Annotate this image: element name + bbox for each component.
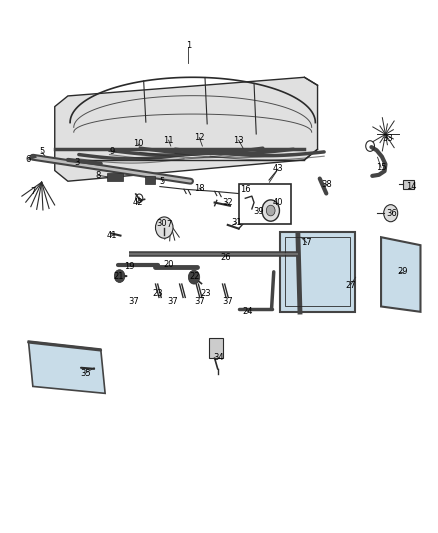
- Polygon shape: [28, 341, 105, 393]
- Text: 22: 22: [190, 272, 200, 281]
- Circle shape: [188, 270, 200, 284]
- Text: 23: 23: [152, 289, 163, 297]
- Text: 32: 32: [223, 198, 233, 207]
- Text: 39: 39: [253, 207, 264, 215]
- Text: 26: 26: [220, 253, 231, 262]
- Text: 37: 37: [168, 297, 178, 305]
- Text: 20: 20: [163, 261, 174, 269]
- Polygon shape: [381, 237, 420, 312]
- Circle shape: [266, 205, 275, 216]
- Text: 13: 13: [233, 136, 244, 144]
- Bar: [403, 180, 414, 189]
- Text: 35: 35: [80, 369, 91, 377]
- Text: 42: 42: [133, 198, 143, 207]
- Text: 10: 10: [133, 140, 143, 148]
- Text: 40: 40: [273, 198, 283, 207]
- Circle shape: [114, 270, 125, 282]
- Text: 33: 33: [382, 134, 393, 143]
- Text: 21: 21: [113, 272, 124, 280]
- Text: 9: 9: [109, 147, 114, 156]
- Text: 29: 29: [398, 268, 408, 276]
- Text: 30: 30: [157, 220, 167, 228]
- Text: 27: 27: [345, 281, 356, 289]
- Polygon shape: [55, 77, 318, 181]
- Text: 5: 5: [39, 148, 44, 156]
- Text: 41: 41: [106, 231, 117, 240]
- Text: 7: 7: [166, 221, 171, 229]
- Text: 37: 37: [128, 297, 139, 305]
- Text: 8: 8: [96, 171, 101, 180]
- Text: 15: 15: [376, 163, 386, 172]
- Text: 36: 36: [387, 209, 397, 217]
- Text: 34: 34: [214, 353, 224, 361]
- Text: 1: 1: [186, 41, 191, 50]
- Circle shape: [155, 217, 173, 238]
- Text: 19: 19: [124, 262, 134, 271]
- Text: 12: 12: [194, 133, 205, 142]
- Text: 3: 3: [74, 158, 79, 167]
- Text: 18: 18: [194, 184, 205, 192]
- Text: 17: 17: [301, 238, 312, 247]
- Polygon shape: [280, 232, 355, 312]
- Bar: [209, 338, 223, 358]
- Text: 11: 11: [163, 136, 174, 144]
- Text: 16: 16: [240, 185, 251, 194]
- Text: 31: 31: [231, 219, 242, 227]
- Text: 14: 14: [406, 182, 417, 191]
- Text: 37: 37: [223, 297, 233, 305]
- Text: 6: 6: [26, 156, 31, 164]
- Text: 24: 24: [242, 308, 253, 316]
- Bar: [239, 184, 291, 224]
- Text: 23: 23: [201, 289, 211, 297]
- Bar: [107, 173, 123, 181]
- Text: 37: 37: [194, 297, 205, 305]
- Bar: [145, 176, 155, 184]
- Text: 38: 38: [321, 180, 332, 189]
- Text: 7: 7: [30, 188, 35, 196]
- Text: 5: 5: [159, 177, 165, 185]
- Circle shape: [384, 205, 398, 222]
- Circle shape: [262, 200, 279, 221]
- Text: 43: 43: [273, 165, 283, 173]
